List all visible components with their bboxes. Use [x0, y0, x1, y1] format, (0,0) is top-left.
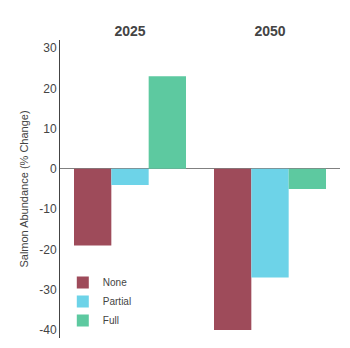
svg-text:-40: -40 — [39, 323, 57, 337]
svg-text:-30: -30 — [39, 283, 57, 297]
svg-text:None: None — [103, 277, 127, 288]
svg-text:-20: -20 — [39, 243, 57, 257]
svg-text:0: 0 — [50, 162, 57, 176]
svg-text:-10: -10 — [39, 202, 57, 216]
svg-text:30: 30 — [43, 41, 57, 55]
svg-text:Salmon Abundance (% Change): Salmon Abundance (% Change) — [18, 110, 30, 267]
svg-text:Partial: Partial — [103, 296, 131, 307]
svg-text:20: 20 — [43, 82, 57, 96]
svg-text:Full: Full — [103, 315, 119, 326]
svg-text:10: 10 — [43, 122, 57, 136]
svg-text:2025: 2025 — [114, 23, 145, 39]
svg-text:2050: 2050 — [254, 23, 285, 39]
